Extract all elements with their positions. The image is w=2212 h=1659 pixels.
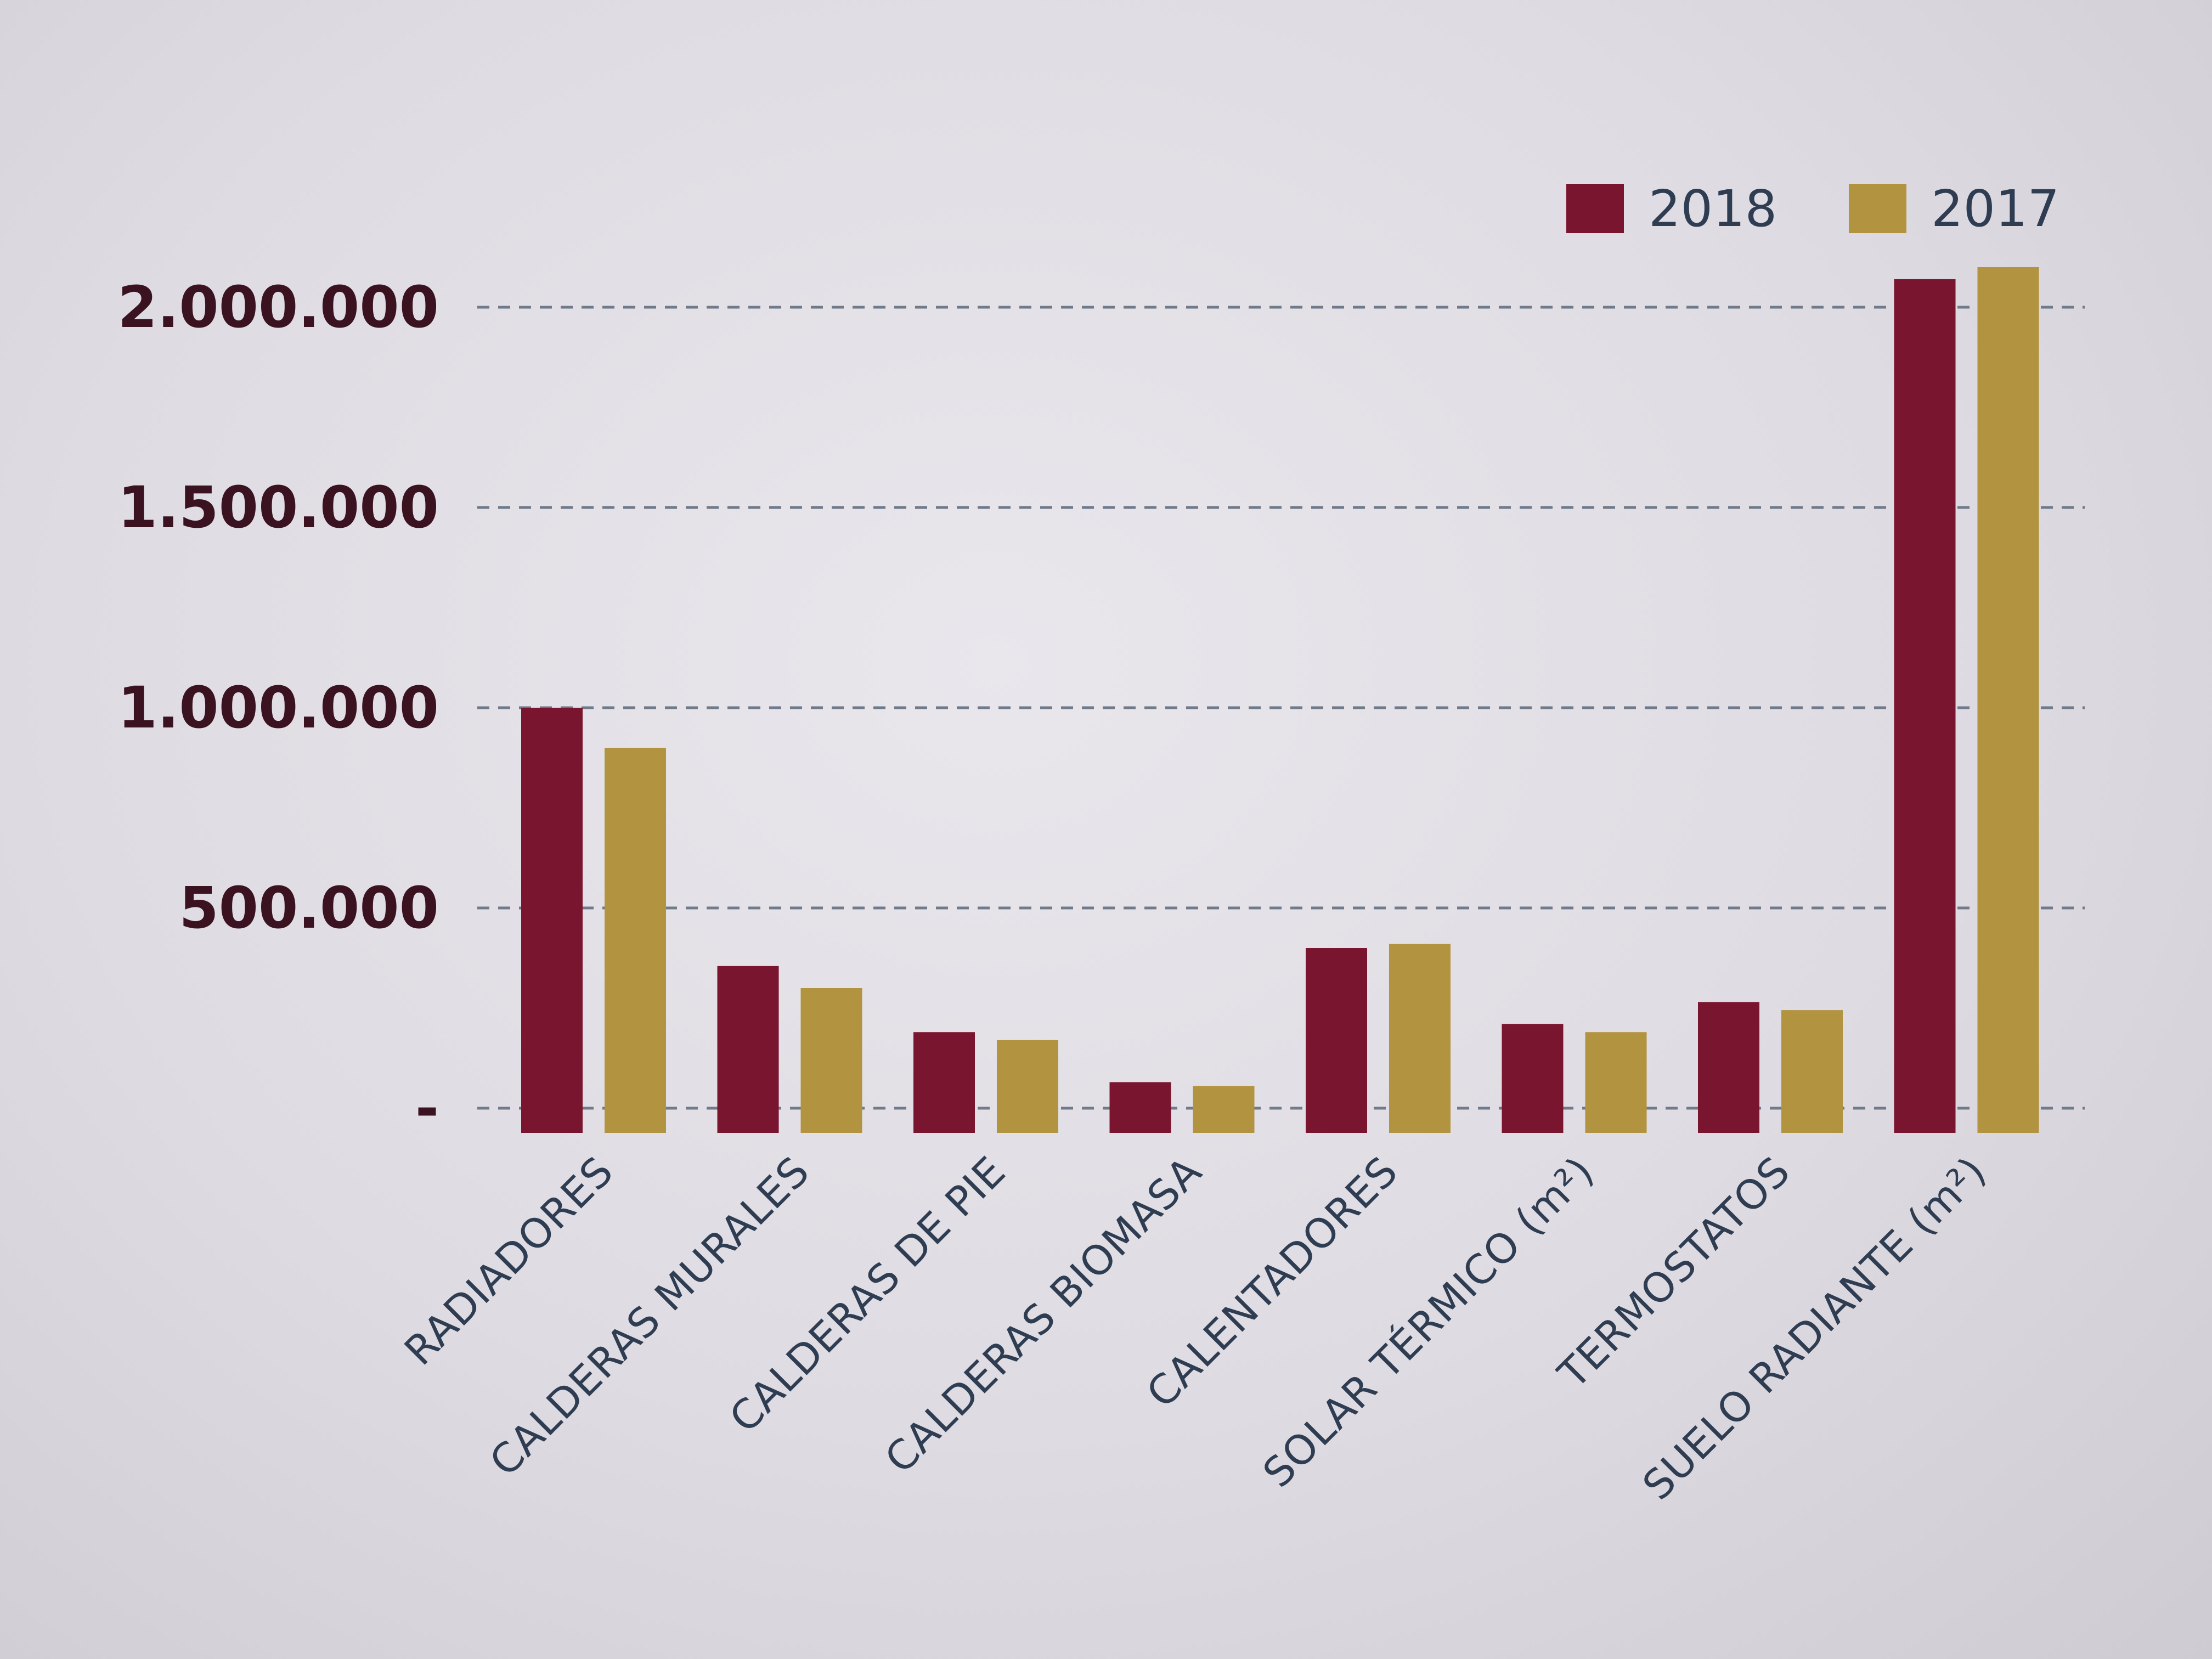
bar-2018-4 <box>1306 948 1367 1133</box>
bar-2017-4 <box>1389 944 1451 1133</box>
y-tick-label: - <box>415 1075 439 1142</box>
bar-2017-0 <box>605 748 666 1133</box>
bar-2017-5 <box>1585 1032 1647 1133</box>
bar-2017-6 <box>1781 1010 1843 1133</box>
x-tick-label: RADIADORES <box>396 1148 623 1375</box>
bar-2017-2 <box>997 1040 1058 1133</box>
y-tick-label: 1.000.000 <box>117 674 439 741</box>
x-tick-label: SUELO RADIANTE (m²) <box>1634 1148 1995 1509</box>
bar-2018-3 <box>1109 1082 1171 1133</box>
bar-2017-3 <box>1193 1086 1255 1133</box>
bars <box>521 267 2039 1133</box>
legend-swatch-2018 <box>1566 184 1624 233</box>
bar-2018-5 <box>1502 1024 1564 1133</box>
bar-2018-6 <box>1698 1002 1759 1133</box>
legend-label: 2018 <box>1649 179 1777 238</box>
bar-2018-0 <box>521 708 583 1133</box>
bar-2018-7 <box>1894 279 1956 1133</box>
bar-2018-2 <box>913 1032 975 1133</box>
legend-label: 2017 <box>1931 179 2059 238</box>
y-tick-label: 2.000.000 <box>117 274 439 341</box>
y-axis-ticks: - 500.000 1.000.000 1.500.000 2.000.000 <box>117 274 439 1142</box>
bar-2017-1 <box>800 988 862 1133</box>
y-tick-label: 1.500.000 <box>117 474 439 541</box>
legend: 2018 2017 <box>1566 179 2059 238</box>
legend-swatch-2017 <box>1849 184 1906 233</box>
bar-2018-1 <box>717 966 779 1133</box>
x-tick-label: CALDERAS BIOMASA <box>876 1148 1211 1482</box>
bar-2017-7 <box>1977 267 2039 1133</box>
y-tick-label: 500.000 <box>179 874 439 941</box>
x-tick-label: CALDERAS MURALES <box>481 1148 819 1486</box>
x-tick-label: SOLAR TÉRMICO (m²) <box>1254 1147 1604 1497</box>
